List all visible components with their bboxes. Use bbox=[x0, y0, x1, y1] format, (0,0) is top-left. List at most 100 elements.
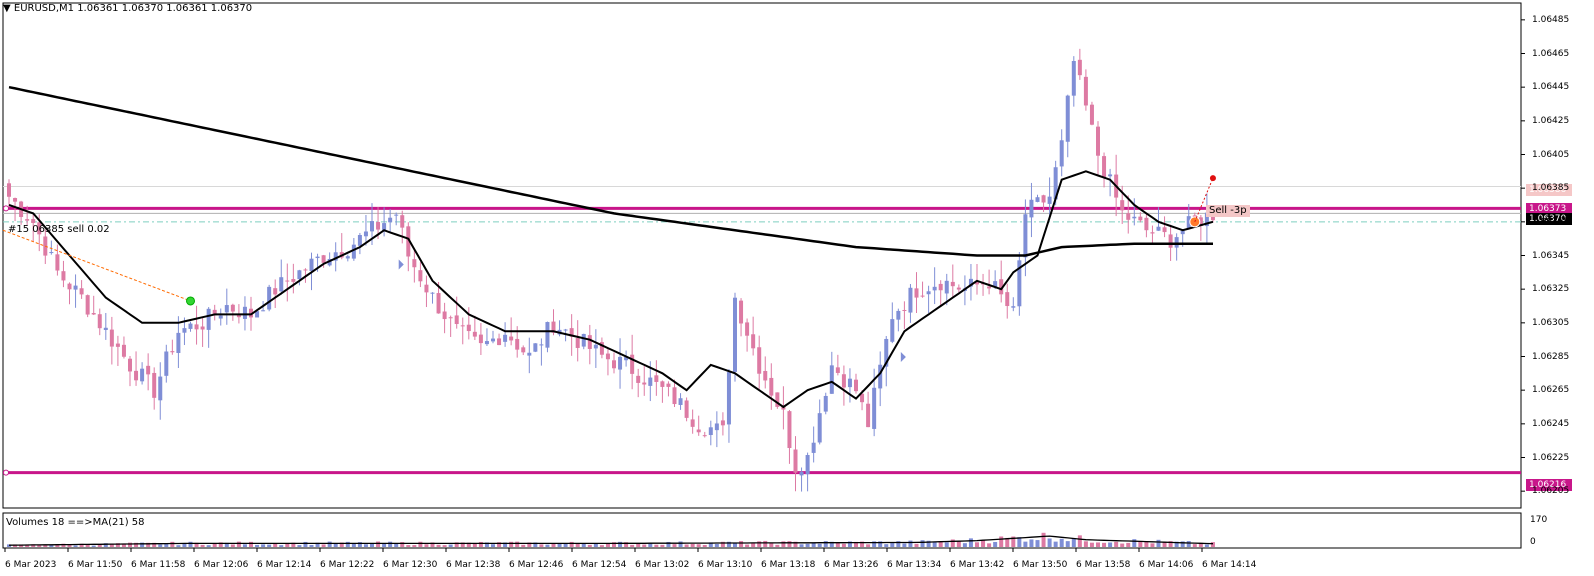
volume-bar bbox=[121, 543, 126, 547]
y-tick-label: 1.06365 bbox=[1532, 216, 1570, 227]
volume-bar bbox=[841, 543, 846, 547]
candle-body bbox=[563, 329, 568, 331]
candle-body bbox=[708, 427, 713, 436]
x-tick-label: 6 Mar 12:14 bbox=[257, 560, 312, 570]
volume-bar bbox=[370, 543, 374, 547]
candle-body bbox=[763, 370, 768, 381]
candle-body bbox=[684, 400, 689, 418]
candle-body bbox=[593, 344, 598, 349]
volume-bar bbox=[491, 544, 495, 547]
candle-body bbox=[702, 435, 707, 437]
y-tick-label: 1.06345 bbox=[1532, 250, 1570, 261]
candle-body bbox=[1186, 216, 1191, 229]
candle-body bbox=[1120, 200, 1125, 211]
x-tick-label: 6 Mar 12:38 bbox=[446, 560, 501, 570]
level-top-price-tag[interactable]: 1.06373 bbox=[1526, 203, 1572, 215]
volume-bar bbox=[115, 543, 120, 547]
volume-bar bbox=[436, 544, 441, 547]
volume-bar bbox=[1180, 541, 1185, 547]
candle-body bbox=[25, 219, 30, 221]
candle-body bbox=[103, 327, 108, 330]
volume-bar bbox=[956, 541, 961, 547]
candle-body bbox=[503, 334, 508, 342]
volume-bar bbox=[847, 541, 852, 547]
candle-body bbox=[587, 335, 592, 349]
candle-body bbox=[1204, 212, 1209, 227]
candle-body bbox=[351, 244, 356, 259]
candle-body bbox=[291, 278, 296, 282]
volume-bar bbox=[91, 545, 96, 547]
volume-bar bbox=[273, 543, 278, 547]
candle-body bbox=[968, 278, 973, 287]
volume-bar bbox=[599, 545, 604, 547]
volume-bar bbox=[327, 541, 332, 547]
candle-body bbox=[932, 286, 937, 291]
volume-bar bbox=[527, 542, 532, 547]
candle-body bbox=[1108, 174, 1113, 177]
candle-body bbox=[200, 326, 205, 330]
candle-body bbox=[1065, 95, 1070, 142]
price-panel-frame bbox=[2, 2, 1522, 509]
volume-bar bbox=[1156, 539, 1161, 547]
candle-body bbox=[666, 383, 671, 387]
candle-body bbox=[97, 314, 102, 329]
volume-bar bbox=[521, 544, 526, 547]
volume-bar bbox=[230, 544, 235, 547]
volume-bar bbox=[1059, 538, 1064, 547]
volume-bar bbox=[593, 543, 598, 547]
x-tick-label: 6 Mar 12:46 bbox=[509, 560, 564, 570]
candle-body bbox=[164, 351, 169, 376]
volume-bar bbox=[781, 541, 786, 547]
volume-panel-frame bbox=[2, 512, 1522, 549]
candle-body bbox=[926, 291, 931, 295]
volume-bar bbox=[1186, 541, 1191, 547]
candle-body bbox=[134, 370, 139, 381]
volume-bar bbox=[932, 542, 937, 547]
volume-bar bbox=[920, 540, 925, 547]
collapse-arrow-icon[interactable]: ▼ bbox=[3, 3, 11, 14]
candle-body bbox=[448, 317, 453, 319]
candle-body bbox=[73, 285, 78, 290]
candle-body bbox=[1102, 156, 1107, 178]
candle-body bbox=[521, 347, 526, 353]
candle-body bbox=[630, 354, 635, 374]
x-tick-label: 6 Mar 13:34 bbox=[887, 560, 942, 570]
candle-body bbox=[1059, 140, 1064, 167]
candle-body bbox=[884, 338, 889, 367]
volume-bar bbox=[182, 543, 187, 547]
volume-bar bbox=[975, 542, 979, 547]
volume-bar bbox=[140, 542, 145, 547]
candle-body bbox=[872, 387, 877, 429]
volume-bar bbox=[1089, 542, 1094, 547]
volume-bar bbox=[926, 540, 931, 547]
volume-bar bbox=[309, 545, 314, 547]
candle-body bbox=[279, 277, 284, 292]
volume-bar bbox=[1210, 542, 1215, 547]
candle-body bbox=[267, 286, 272, 310]
y-tick-label: 1.06305 bbox=[1532, 317, 1570, 328]
volume-bar bbox=[152, 542, 157, 547]
volume-bar bbox=[267, 544, 272, 547]
volume-bar bbox=[581, 543, 586, 547]
volume-bar bbox=[170, 541, 175, 547]
candle-body bbox=[394, 214, 399, 216]
volume-bar bbox=[497, 542, 502, 547]
volume-bar bbox=[1077, 535, 1082, 547]
volume-bar bbox=[1168, 541, 1173, 547]
candle-body bbox=[854, 379, 858, 392]
candle-body bbox=[121, 344, 126, 357]
level-bottom-price-tag[interactable]: 1.06216 bbox=[1526, 479, 1572, 491]
candle-body bbox=[829, 365, 834, 394]
candle-body bbox=[376, 222, 381, 230]
volume-bar bbox=[587, 544, 592, 547]
candle-body bbox=[1035, 197, 1040, 202]
volume-label: Volumes 18 ==>MA(21) 58 bbox=[6, 517, 145, 528]
candle-body bbox=[509, 336, 514, 341]
volume-bar bbox=[49, 545, 54, 547]
volume-bar bbox=[1017, 537, 1022, 547]
candle-body bbox=[793, 449, 798, 473]
volume-bar bbox=[757, 541, 762, 547]
candle-body bbox=[908, 287, 913, 313]
ask-price-tag: 1.06386 bbox=[1526, 184, 1572, 196]
